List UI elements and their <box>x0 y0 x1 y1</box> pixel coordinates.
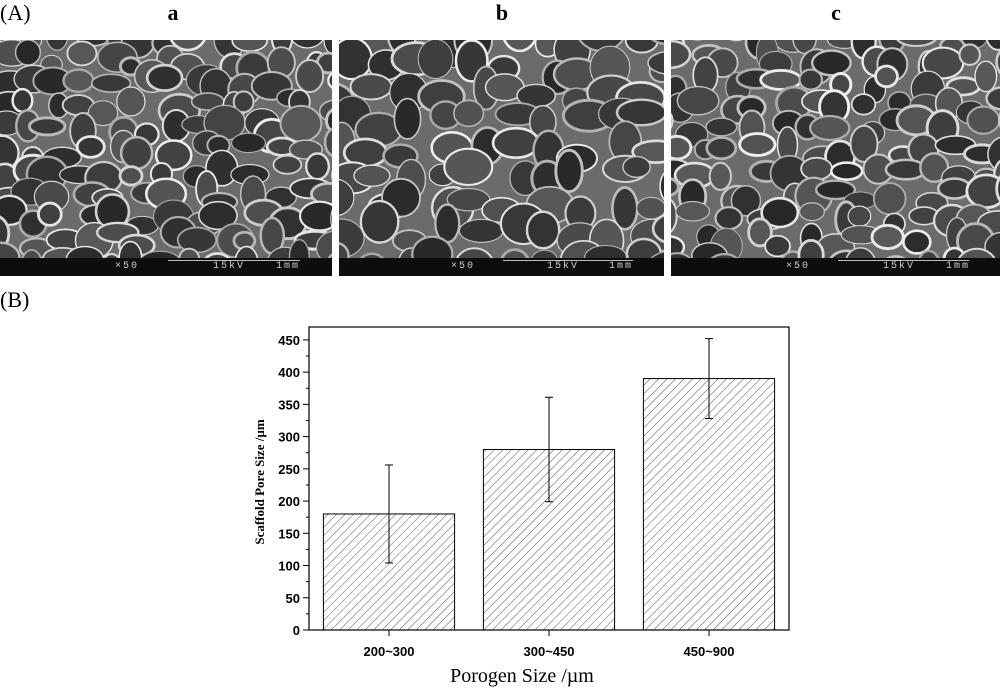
sem-texture <box>671 40 1000 258</box>
sem-image-a: ×50 15kV 1mm <box>0 40 332 276</box>
plot-area: 0 50 100 150 200 250 300 350 400 450 200~300 300~45… <box>278 326 790 659</box>
y-tick-label: 0 <box>293 623 300 638</box>
sem-image-c: ×50 15kV 1mm <box>671 40 1000 276</box>
y-tick-label: 100 <box>278 559 300 574</box>
x-axis-label: Porogen Size /µm <box>450 665 594 687</box>
y-axis-label: Scaffold Pore Size /µm <box>252 419 267 544</box>
sem-info-bar: ×50 15kV 1mm <box>339 258 664 276</box>
sem-magnification: ×50 <box>115 261 140 272</box>
y-tick-label: 50 <box>286 591 300 606</box>
panel-b-label: (B) <box>0 287 30 312</box>
y-tick-label: 350 <box>278 397 300 412</box>
y-tick-label: 400 <box>278 365 300 380</box>
sem-info-bar: ×50 15kV 1mm <box>0 258 332 276</box>
sem-scale-line <box>838 260 969 261</box>
y-tick-label: 200 <box>278 494 300 509</box>
sem-magnification: ×50 <box>451 261 476 272</box>
sem-voltage: 15kV <box>213 261 246 272</box>
sem-scale-line <box>503 260 633 261</box>
bar <box>642 378 776 631</box>
x-tick-label: 300~450 <box>524 644 575 659</box>
panel-a-label: (A) <box>0 0 31 25</box>
sem-voltage: 15kV <box>547 261 580 272</box>
x-tick-label: 200~300 <box>364 644 415 659</box>
y-tick-label: 250 <box>278 462 300 477</box>
y-tick-label: 300 <box>278 430 300 445</box>
y-tick-label: 450 <box>278 333 300 348</box>
sem-scale-text: 1mm <box>946 261 971 272</box>
sem-magnification: ×50 <box>786 261 811 272</box>
x-tick-label: 450~900 <box>684 644 735 659</box>
sem-scale-line <box>168 260 300 261</box>
sem-scale-text: 1mm <box>276 261 301 272</box>
sem-texture <box>0 40 332 258</box>
sem-scale-text: 1mm <box>609 261 634 272</box>
y-tick-label: 150 <box>278 526 300 541</box>
bar-chart: 0 50 100 150 200 250 300 350 400 450 200~300 300~45… <box>252 326 790 687</box>
sem-info-bar: ×50 15kV 1mm <box>671 258 1000 276</box>
sem-texture <box>339 40 664 258</box>
sem-label-b: b <box>495 0 509 25</box>
sem-image-b: ×50 15kV 1mm <box>339 40 664 276</box>
sem-label-c: c <box>831 0 841 25</box>
sem-voltage: 15kV <box>883 261 916 272</box>
sem-label-a: a <box>167 0 179 25</box>
